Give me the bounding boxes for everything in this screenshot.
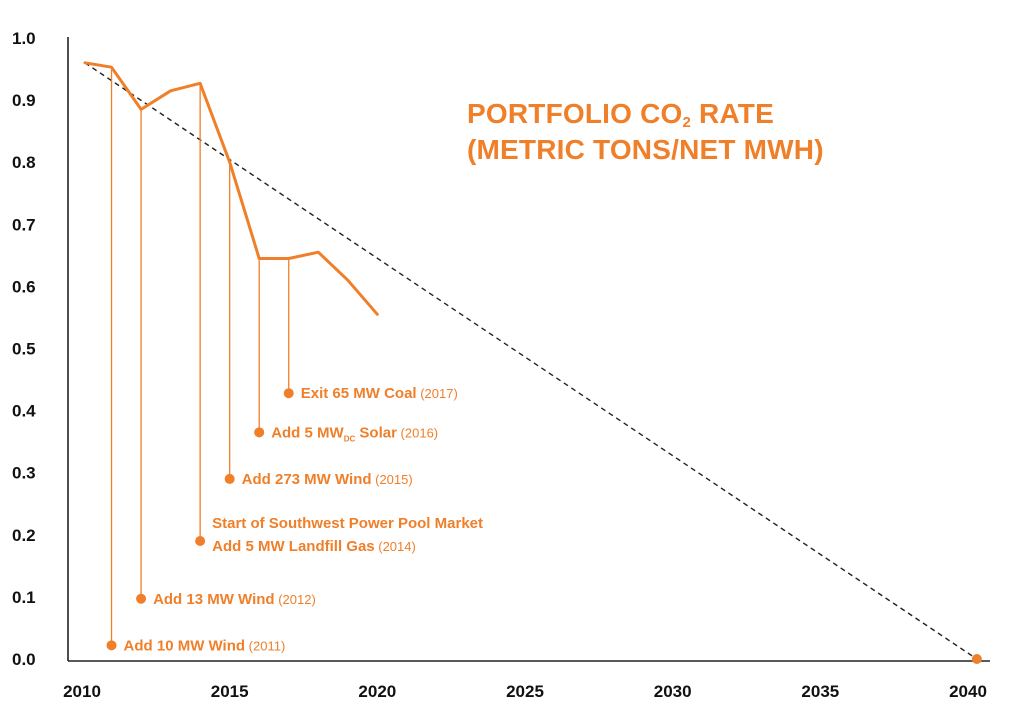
chart-title-line1: PORTFOLIO CO2 RATE: [467, 96, 824, 132]
y-tick-label: 0.0: [12, 650, 36, 669]
annotation-dot: [224, 473, 235, 484]
x-tick-label: 2010: [63, 682, 101, 701]
chart-title: PORTFOLIO CO2 RATE (METRIC TONS/NET MWH): [467, 96, 824, 168]
title-subscript: 2: [682, 114, 692, 131]
annotation-label: Add 13 MW Wind (2012): [153, 591, 316, 608]
annotation-label: Start of Southwest Power Pool Market: [212, 515, 483, 532]
x-tick-label: 2025: [506, 682, 544, 701]
x-tick-label: 2020: [358, 682, 396, 701]
annotation-dot: [106, 640, 117, 651]
endpoint-marker: [971, 654, 982, 664]
y-tick-label: 1.0: [12, 29, 36, 48]
x-tick-label: 2015: [211, 682, 249, 701]
y-tick-label: 0.3: [12, 464, 36, 483]
annotation-label: Add 10 MW Wind (2011): [124, 637, 286, 654]
y-tick-label: 0.1: [12, 588, 36, 607]
co2-rate-line: [83, 61, 379, 316]
x-tick-label: 2030: [654, 682, 692, 701]
y-tick-label: 0.9: [12, 91, 36, 110]
annotation-dot: [195, 536, 206, 547]
annotation-label: Add 273 MW Wind (2015): [242, 471, 413, 488]
x-tick-label: 2035: [801, 682, 839, 701]
title-suffix: RATE: [691, 98, 774, 129]
y-tick-label: 0.8: [12, 153, 36, 172]
y-tick-label: 0.6: [12, 277, 36, 296]
tick-labels: 0.0 0.1 0.2 0.3 0.4 0.5 0.6 0.7 0.8 0.9 1.0 2010 201…: [12, 29, 987, 701]
annotation-label: Add 5 MW Landfill Gas (2014): [212, 538, 416, 555]
y-tick-label: 0.4: [12, 402, 36, 421]
annotations: Add 10 MW Wind (2011) Add 13 MW Wind (201…: [106, 67, 483, 654]
annotation-dot: [254, 427, 265, 438]
annotation-dot: [283, 388, 294, 399]
y-tick-label: 0.7: [12, 215, 36, 234]
annotation-label: Exit 65 MW Coal (2017): [301, 385, 458, 402]
axes: [67, 37, 990, 662]
y-tick-label: 0.5: [12, 340, 36, 359]
target-trend-line: [84, 62, 978, 660]
annotation-dot: [136, 593, 147, 604]
annotation-label: Add 5 MWDC Solar (2016): [271, 424, 438, 443]
y-tick-label: 0.2: [12, 526, 36, 545]
title-prefix: PORTFOLIO CO: [467, 98, 683, 129]
chart-title-line2: (METRIC TONS/NET MWH): [467, 134, 824, 165]
x-tick-label: 2040: [949, 682, 987, 701]
